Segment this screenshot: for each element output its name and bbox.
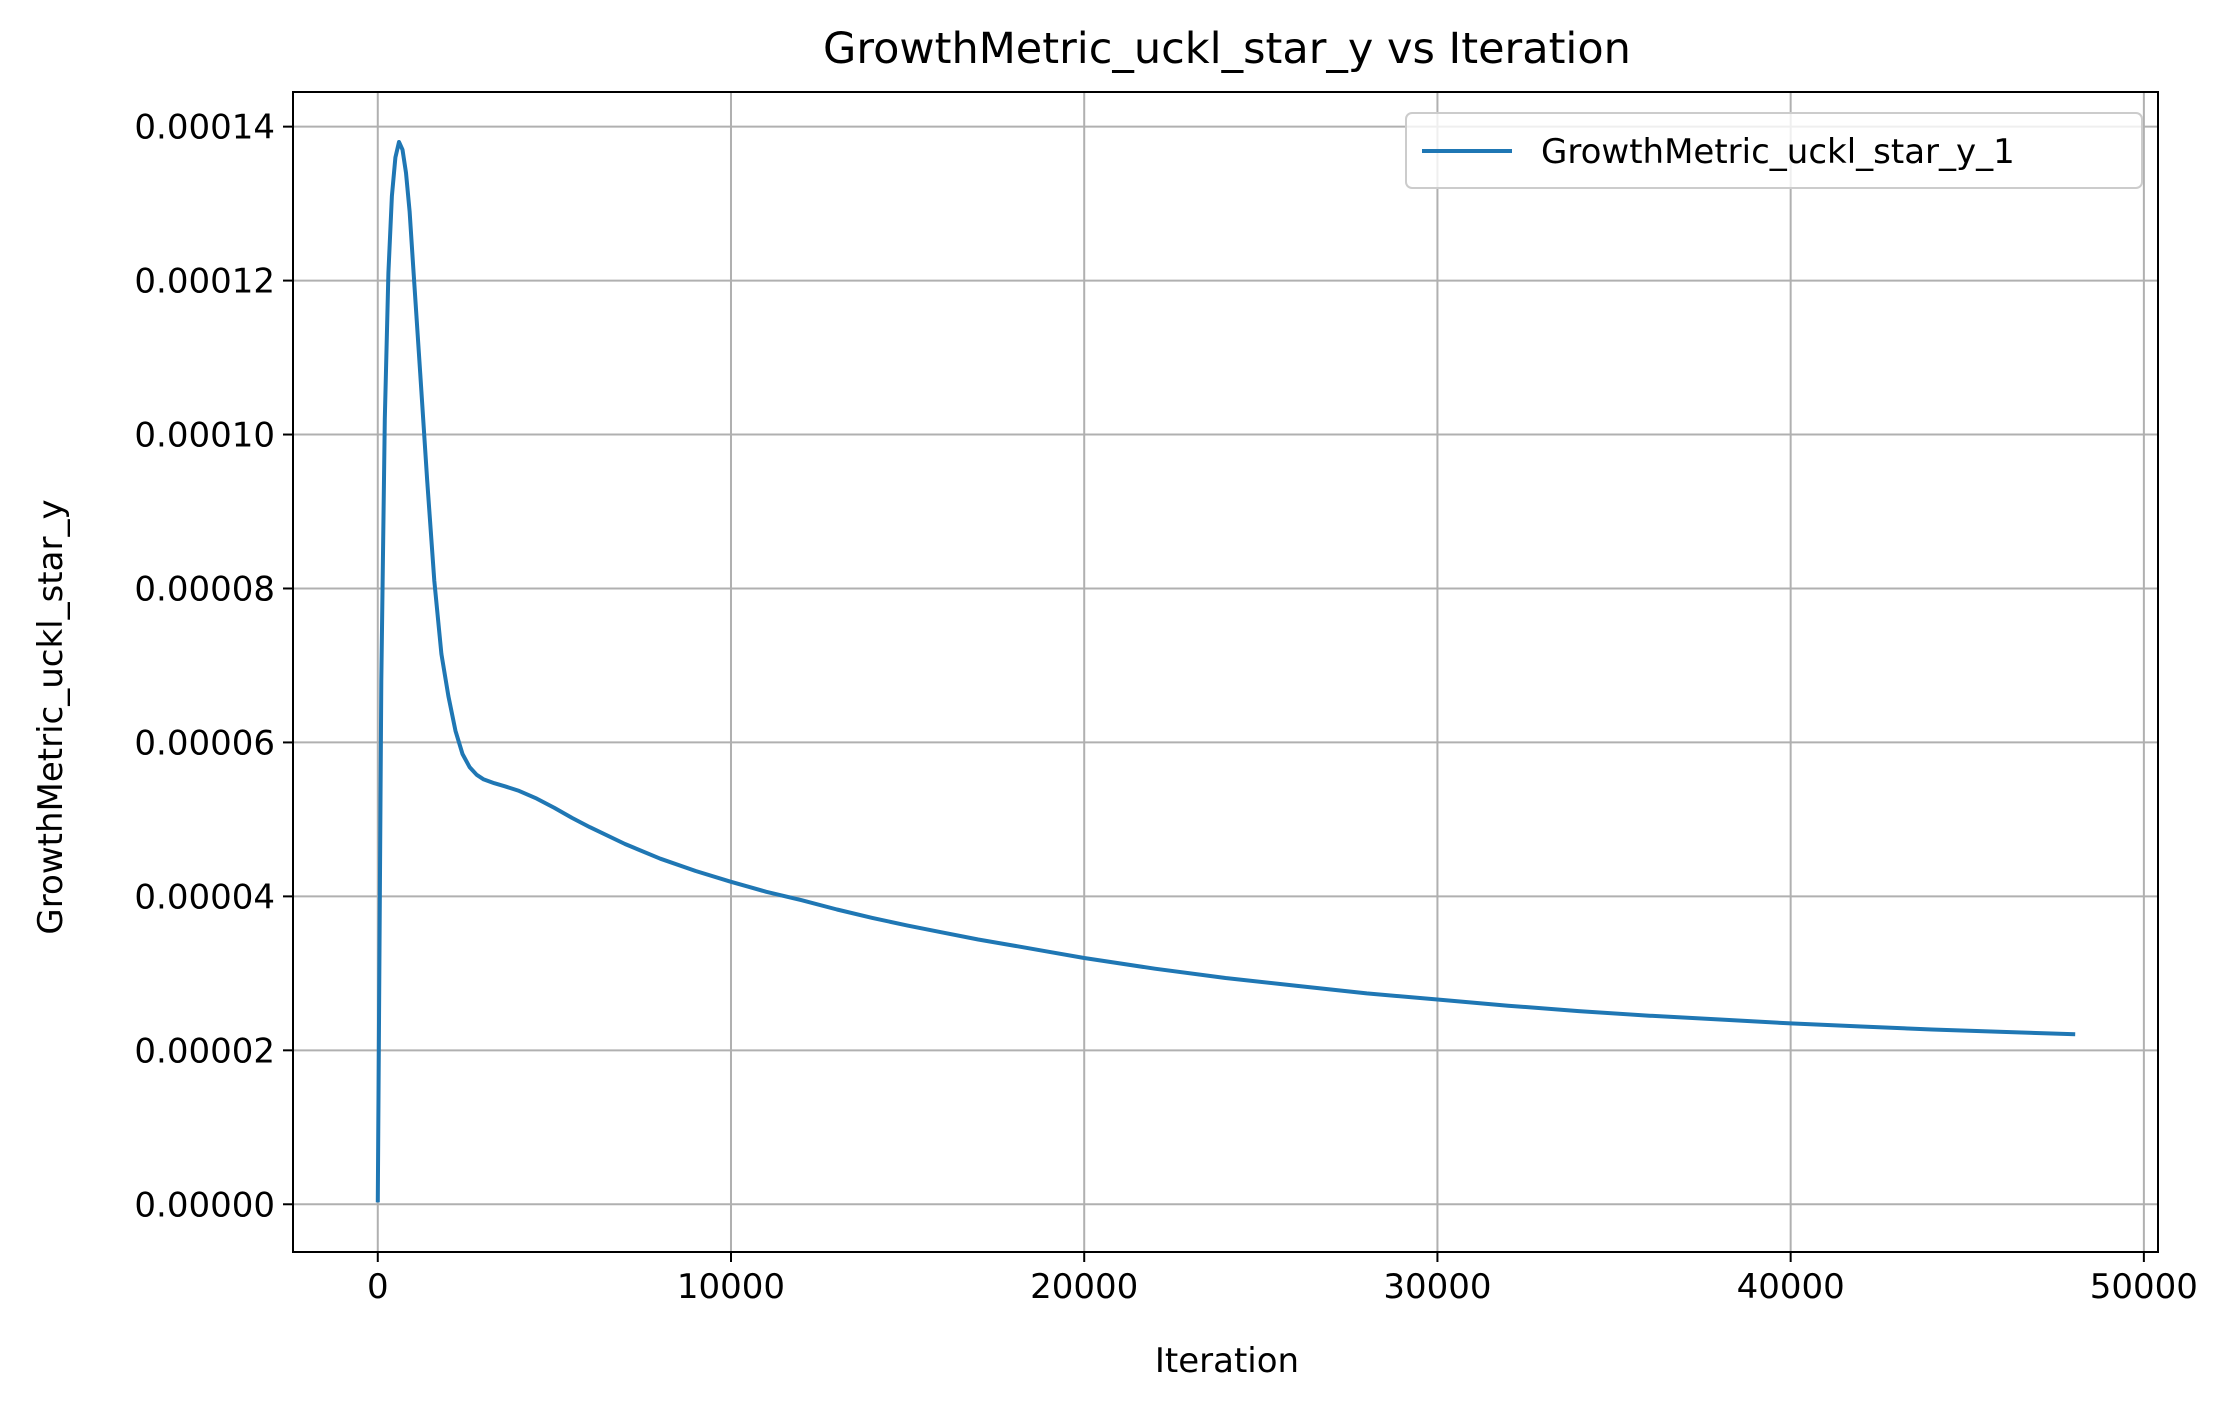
y-tick-label: 0.00006 <box>134 723 275 763</box>
chart-title: GrowthMetric_uckl_star_y vs Iteration <box>823 24 1631 74</box>
y-axis-label: GrowthMetric_uckl_star_y <box>31 499 71 934</box>
x-tick-label: 20000 <box>1030 1267 1138 1307</box>
y-tick-label: 0.00004 <box>134 877 275 917</box>
x-tick-label: 30000 <box>1383 1267 1491 1307</box>
plot-frame <box>292 91 2159 1253</box>
y-tick-label: 0.00014 <box>134 108 275 148</box>
x-tick-label: 50000 <box>2090 1267 2198 1307</box>
x-tick-label: 10000 <box>677 1267 785 1307</box>
series-line-1 <box>375 140 2076 1203</box>
legend: GrowthMetric_uckl_star_y_1 <box>1405 112 2143 189</box>
y-tick-label: 0.00002 <box>134 1031 275 1071</box>
y-tick-label: 0.00012 <box>134 262 275 302</box>
y-tick-label: 0.00010 <box>134 416 275 456</box>
legend-series-label: GrowthMetric_uckl_star_y_1 <box>1541 132 2015 172</box>
series-group <box>375 140 2076 1203</box>
y-tick-label: 0.00000 <box>134 1185 275 1225</box>
x-axis-label: Iteration <box>1155 1341 1299 1381</box>
x-tick-label: 0 <box>367 1267 389 1307</box>
y-tick-label: 0.00008 <box>134 569 275 609</box>
x-axis-ticks: 0 10000 20000 30000 40000 50000 <box>367 1252 2198 1307</box>
legend-box <box>1405 112 2143 189</box>
y-axis-ticks: 0.00000 0.00002 0.00004 0.00006 0.00008 0.000… <box>134 108 293 1225</box>
x-tick-label: 40000 <box>1737 1267 1845 1307</box>
